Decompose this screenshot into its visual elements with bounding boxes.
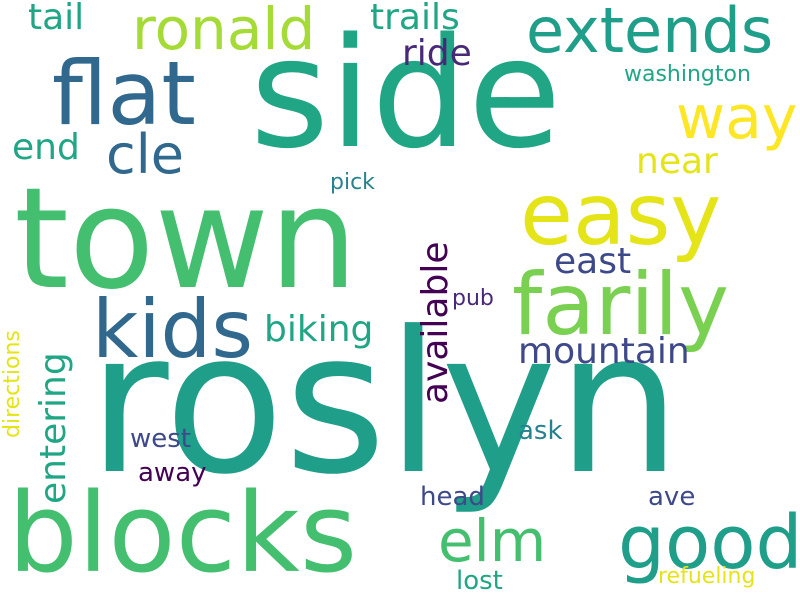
word-elm: elm bbox=[438, 507, 547, 575]
word-ask: ask bbox=[518, 416, 563, 446]
word-farily: farily bbox=[512, 255, 730, 355]
word-biking: biking bbox=[264, 309, 374, 350]
word-head: head bbox=[420, 482, 485, 512]
word-blocks: blocks bbox=[8, 469, 358, 597]
word-town: town bbox=[14, 158, 358, 321]
word-kids: kids bbox=[92, 283, 254, 376]
word-tail: tail bbox=[28, 0, 85, 38]
word-good: good bbox=[618, 500, 800, 586]
word-ride: ride bbox=[402, 33, 472, 74]
word-pub: pub bbox=[452, 286, 494, 311]
word-mountain: mountain bbox=[518, 331, 690, 372]
word-roslyn: roslyn bbox=[88, 290, 681, 518]
word-refueling: refueling bbox=[658, 564, 756, 589]
word-east: east bbox=[554, 241, 632, 282]
word-available: available bbox=[415, 241, 456, 405]
word-washington: washington bbox=[624, 62, 751, 87]
word-directions: directions bbox=[0, 330, 25, 438]
word-trails: trails bbox=[370, 0, 460, 38]
word-pick: pick bbox=[330, 170, 375, 195]
word-way: way bbox=[676, 83, 798, 153]
word-entering: entering bbox=[33, 352, 74, 504]
word-ronald: ronald bbox=[132, 0, 316, 63]
word-near: near bbox=[636, 141, 718, 182]
word-easy: easy bbox=[520, 165, 722, 265]
word-lost: lost bbox=[456, 566, 503, 596]
word-cle: cle bbox=[106, 123, 184, 186]
word-side: side bbox=[250, 5, 562, 182]
word-ave: ave bbox=[648, 482, 696, 512]
word-end: end bbox=[12, 127, 80, 168]
word-extends: extends bbox=[526, 0, 774, 67]
word-flat: flat bbox=[52, 42, 196, 145]
word-west: west bbox=[130, 424, 192, 454]
word-away: away bbox=[138, 458, 207, 488]
